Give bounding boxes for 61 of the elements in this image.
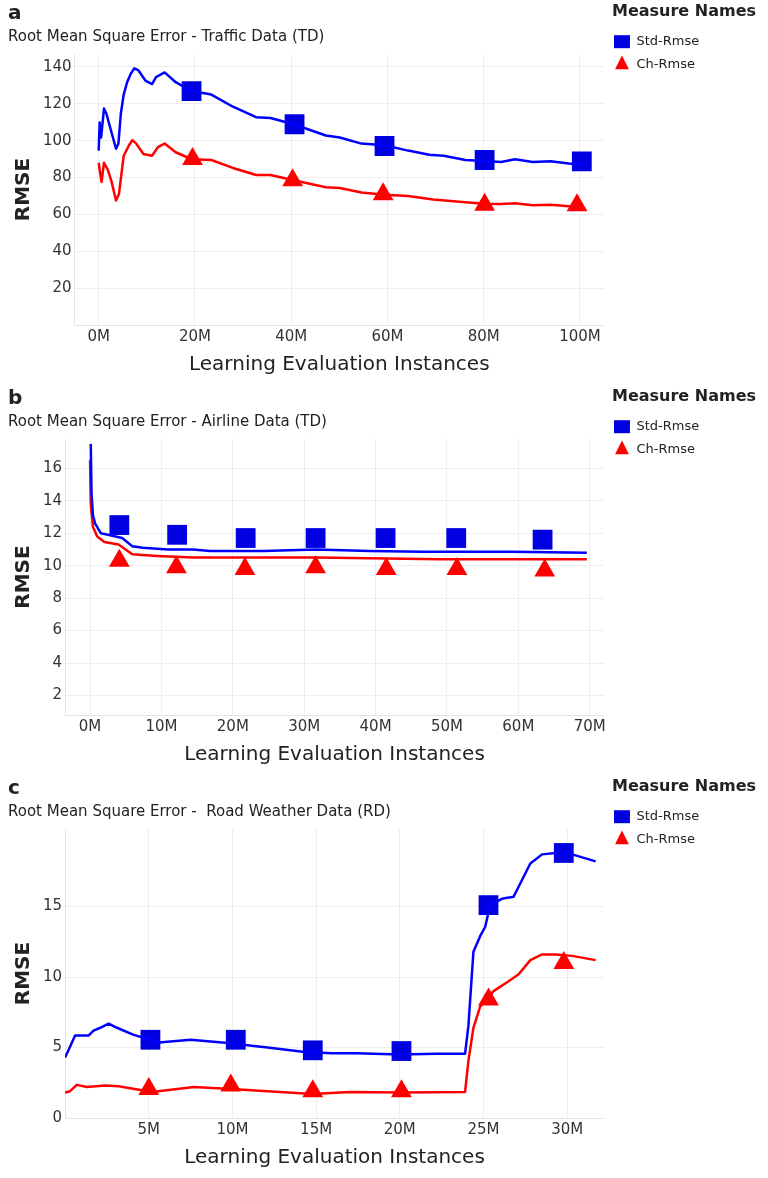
x-tick-label: 60M	[371, 326, 404, 345]
legend-label: Std-Rmse	[636, 808, 700, 824]
x-tick-label: 40M	[359, 716, 392, 735]
y-tick-label: 4	[52, 652, 63, 671]
chart-title: b	[8, 385, 23, 410]
y-tick-label: 8	[52, 588, 63, 606]
x-tick-label: 70M	[573, 716, 606, 735]
y-tick-label: 12	[42, 523, 63, 542]
legend-title: Measure Names	[611, 776, 756, 796]
legend-label: Std-Rmse	[636, 418, 700, 434]
chart-subtitle: Root Mean Square Error - Road Weather Data (RD)	[8, 801, 391, 820]
y-tick-label: 2	[52, 685, 63, 704]
x-tick-label: 40M	[275, 326, 308, 345]
legend-label: Std-Rmse	[636, 33, 700, 49]
legend-label: Ch-Rmse	[636, 831, 695, 847]
y-tick-label: 6	[52, 620, 63, 639]
x-tick-label: 15M	[300, 1119, 333, 1138]
y-tick-label: 10	[42, 966, 63, 985]
y-axis-title: RMSE	[10, 545, 35, 609]
y-tick-label: 0	[52, 1107, 63, 1126]
y-tick-label: 140	[42, 56, 72, 75]
x-tick-label: 0M	[87, 326, 110, 345]
legend-title: Measure Names	[611, 1, 756, 21]
legend-title: Measure Names	[611, 386, 756, 406]
legend-label: Ch-Rmse	[636, 56, 695, 72]
x-tick-label: 30M	[288, 716, 321, 735]
x-axis-title: Learning Evaluation Instances	[184, 1144, 485, 1169]
y-tick-label: 16	[42, 458, 63, 477]
x-tick-label: 50M	[430, 716, 463, 735]
x-tick-label: 10M	[216, 1119, 249, 1138]
legend-label: Ch-Rmse	[636, 441, 695, 457]
y-tick-label: 5	[52, 1037, 63, 1056]
x-tick-label: 30M	[551, 1119, 584, 1138]
chart-subtitle: Root Mean Square Error - Traffic Data (TD)	[8, 26, 325, 45]
y-tick-label: 100	[42, 130, 72, 149]
x-tick-label: 25M	[467, 1119, 500, 1138]
y-axis-title: RMSE	[10, 157, 35, 222]
x-tick-label: 20M	[216, 716, 249, 735]
x-tick-label: 20M	[178, 326, 211, 345]
y-tick-label: 14	[42, 490, 63, 509]
y-tick-label: 80	[52, 167, 72, 186]
y-axis-title: RMSE	[10, 941, 35, 1006]
x-axis-title: Learning Evaluation Instances	[184, 741, 485, 766]
chart-title: c	[8, 775, 20, 800]
x-tick-label: 10M	[145, 716, 178, 735]
x-tick-label: 0M	[78, 716, 102, 735]
y-tick-label: 20	[52, 278, 72, 297]
y-tick-label: 40	[52, 241, 72, 260]
point	[571, 151, 592, 172]
y-tick-label: 120	[42, 93, 72, 112]
y-tick-label: 15	[42, 896, 63, 915]
x-axis-title: Learning Evaluation Instances	[189, 351, 490, 376]
x-tick-label: 100M	[559, 326, 601, 345]
x-tick-label: 5M	[137, 1119, 161, 1138]
y-tick-label: 60	[52, 204, 72, 223]
x-tick-label: 60M	[502, 716, 535, 735]
y-tick-label: 10	[42, 555, 63, 574]
x-tick-label: 20M	[383, 1119, 416, 1138]
x-tick-label: 80M	[467, 326, 500, 345]
chart-subtitle: Root Mean Square Error - Airline Data (TD)	[8, 411, 327, 430]
chart-title: a	[8, 0, 22, 25]
